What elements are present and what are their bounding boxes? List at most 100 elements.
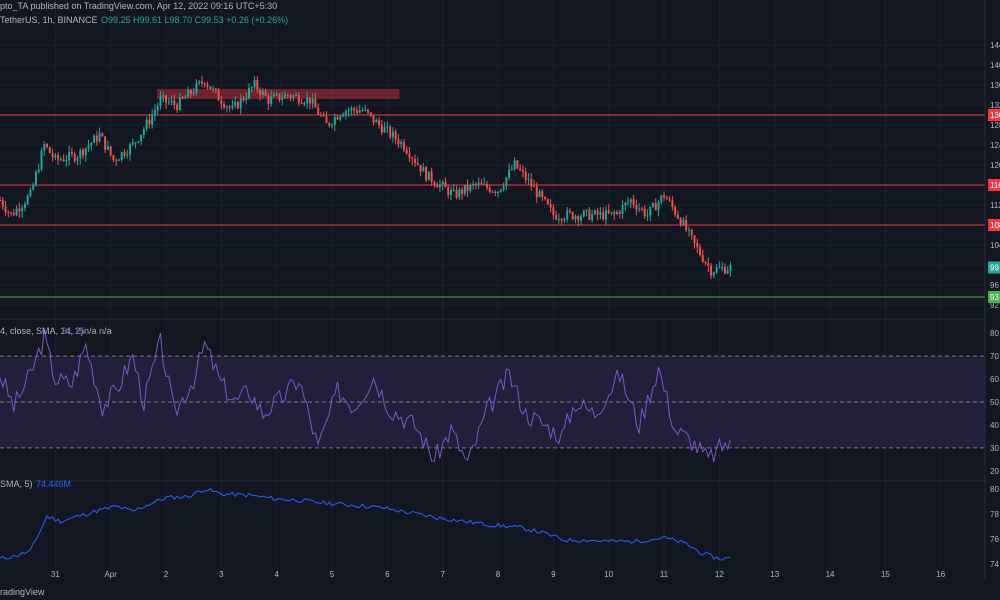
candle-body <box>115 160 118 162</box>
candle-body <box>535 186 538 197</box>
candle-body <box>635 204 638 210</box>
candle-body <box>84 148 87 156</box>
candle-body <box>153 110 156 116</box>
candle-body <box>721 267 724 269</box>
price-level-tag-label: 116 <box>990 181 1000 190</box>
candle-body <box>444 182 447 188</box>
candle-body <box>76 158 79 161</box>
candle-body <box>555 215 558 220</box>
candle-body <box>400 141 403 145</box>
candle-body <box>591 214 594 220</box>
candle-body <box>693 235 696 244</box>
candle-body <box>79 149 82 159</box>
candle-body <box>375 120 378 123</box>
price-level-tag <box>988 261 1000 274</box>
candle-body <box>322 115 325 117</box>
candle-body <box>527 178 530 180</box>
candle-body <box>101 133 104 137</box>
candle-body <box>513 160 516 170</box>
candle-body <box>217 90 220 101</box>
candle-body <box>123 152 126 156</box>
candle-body <box>596 210 599 215</box>
candle-body <box>657 201 660 211</box>
time-tick-label: 8 <box>496 570 501 579</box>
candle-body <box>253 79 256 88</box>
candle-body <box>165 95 167 103</box>
candle-body <box>574 216 577 220</box>
candle-body <box>342 114 345 117</box>
candle-body <box>189 89 192 94</box>
time-tick-label: 16 <box>936 570 945 579</box>
tradingview-brand: radingView <box>0 587 45 597</box>
candle-body <box>582 210 585 217</box>
candle-body <box>286 94 289 96</box>
candle-body <box>469 184 472 191</box>
candle-body <box>610 212 613 214</box>
candle-body <box>117 159 120 161</box>
candle-body <box>408 153 411 158</box>
candle-body <box>599 212 602 215</box>
candle-body <box>331 124 334 126</box>
candle-body <box>394 131 397 140</box>
candle-body <box>707 263 710 266</box>
candle-body <box>638 208 641 210</box>
rsi-tick-label: 60 <box>990 375 999 384</box>
candle-body <box>295 95 298 97</box>
price-tick-label: 124 <box>990 141 1000 150</box>
candle-body <box>516 160 519 169</box>
candle-body <box>530 178 533 187</box>
candle-body <box>521 170 524 172</box>
candle-body <box>231 105 234 108</box>
candle-body <box>369 112 372 115</box>
candle-body <box>112 155 115 161</box>
rsi-tick-label: 80 <box>990 329 999 338</box>
obv-legend-value: 74.446M <box>36 479 71 489</box>
candle-body <box>679 218 682 226</box>
candle-body <box>51 153 54 158</box>
candle-body <box>12 213 15 216</box>
price-tick-label: 112 <box>990 201 1000 210</box>
price-level-tag-label: 130 <box>990 111 1000 120</box>
candle-body <box>627 202 630 204</box>
candle-body <box>159 96 162 106</box>
candle-body <box>289 95 292 98</box>
candle-body <box>328 123 331 126</box>
candle-body <box>272 94 275 97</box>
candle-body <box>203 83 206 85</box>
candle-body <box>671 200 674 208</box>
candle-body <box>34 171 37 185</box>
price-level-tag <box>988 291 1000 303</box>
candle-body <box>355 110 358 113</box>
candle-body <box>488 187 491 192</box>
price-level-tag <box>988 109 1000 121</box>
obv-line <box>0 487 731 561</box>
candle-body <box>151 115 154 125</box>
candle-body <box>1 200 4 207</box>
candle-body <box>616 211 618 215</box>
price-level-tag-label: 93 <box>990 293 999 302</box>
candle-body <box>624 202 627 206</box>
candle-body <box>65 160 68 162</box>
candle-body <box>140 134 143 142</box>
candle-body <box>95 135 98 142</box>
candle-body <box>466 185 469 191</box>
candle-body <box>494 191 497 194</box>
candle-body <box>696 243 699 248</box>
candle-body <box>10 212 13 214</box>
candle-body <box>660 195 663 202</box>
candle-body <box>402 141 405 150</box>
candle-body <box>723 267 726 274</box>
candle-body <box>472 184 475 186</box>
candle-body <box>646 215 649 217</box>
candle-body <box>699 247 701 255</box>
candle-body <box>206 84 209 87</box>
candle-body <box>40 150 43 170</box>
candle-body <box>663 195 666 198</box>
candle-body <box>712 272 715 276</box>
candle-body <box>541 190 544 197</box>
candle-body <box>195 83 198 93</box>
candle-body <box>629 199 632 203</box>
candle-body <box>618 211 621 214</box>
candle-body <box>416 162 419 165</box>
candle-body <box>37 169 40 172</box>
